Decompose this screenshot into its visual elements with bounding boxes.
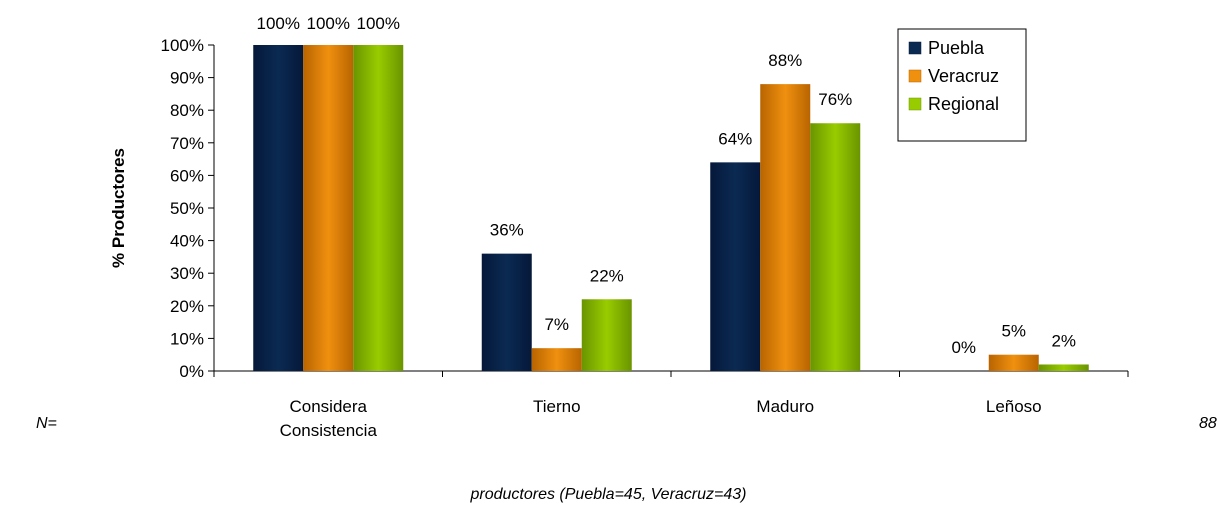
x-tick-label: Leñoso	[986, 397, 1042, 416]
bar-regional	[581, 299, 632, 371]
data-label: 64%	[718, 129, 752, 148]
data-label: 7%	[544, 315, 569, 334]
bar-veracruz	[303, 45, 354, 371]
x-tick-label: Tierno	[533, 397, 581, 416]
bar-regional	[353, 45, 404, 371]
data-label: 100%	[307, 14, 350, 33]
bar-puebla	[710, 162, 761, 371]
bar-puebla	[253, 45, 304, 371]
y-tick-label: 80%	[170, 101, 204, 120]
bar-veracruz	[988, 354, 1039, 371]
legend-swatch-puebla	[908, 41, 922, 55]
y-tick-label: 0%	[179, 362, 204, 381]
legend-label: Regional	[928, 94, 999, 114]
bar-regional	[1038, 364, 1089, 371]
y-tick-label: 60%	[170, 166, 204, 185]
bars	[253, 45, 1089, 372]
y-tick-label: 10%	[170, 329, 204, 348]
y-axis: 0% 10% 20% 30% 40% 50% 60% 70% 80% 90% 100%	[161, 36, 215, 381]
y-tick-label: 70%	[170, 134, 204, 153]
x-axis: Considera Consistencia Tierno Maduro Leñoso	[213, 370, 1129, 440]
x-tick-label: Considera Consistencia	[280, 397, 378, 440]
bar-veracruz	[760, 84, 811, 372]
data-label: 0%	[951, 338, 976, 357]
y-tick-label: 90%	[170, 69, 204, 88]
footnote: productores (Puebla=45, Veracruz=43)	[470, 486, 747, 503]
x-tick-label: Maduro	[756, 397, 814, 416]
data-label: 36%	[490, 221, 524, 240]
y-tick-label: 50%	[170, 199, 204, 218]
y-tick-label: 100%	[161, 36, 204, 55]
legend-swatch-veracruz	[908, 69, 922, 83]
n-value: 88	[1199, 415, 1217, 432]
legend-label: Puebla	[928, 38, 985, 58]
data-label: 22%	[590, 266, 624, 285]
n-label: N=	[36, 415, 57, 432]
data-label: 2%	[1051, 331, 1076, 350]
y-tick-label: 20%	[170, 297, 204, 316]
legend: Puebla Veracruz Regional	[897, 28, 1027, 142]
bar-veracruz	[531, 348, 582, 371]
bar-puebla	[481, 253, 532, 371]
data-label: 100%	[357, 14, 400, 33]
legend-swatch-regional	[908, 97, 922, 111]
y-tick-label: 30%	[170, 264, 204, 283]
y-tick-label: 40%	[170, 232, 204, 251]
y-axis-title: % Productores	[109, 148, 128, 268]
bar-regional	[810, 123, 861, 372]
data-label: 100%	[257, 14, 300, 33]
data-label: 88%	[768, 51, 802, 70]
data-label: 76%	[818, 90, 852, 109]
data-label: 5%	[1001, 322, 1026, 341]
data-labels: 100% 100% 100% 36% 7% 22% 64% 88% 76% 0% 5% 2%	[257, 14, 1077, 357]
legend-label: Veracruz	[928, 66, 999, 86]
